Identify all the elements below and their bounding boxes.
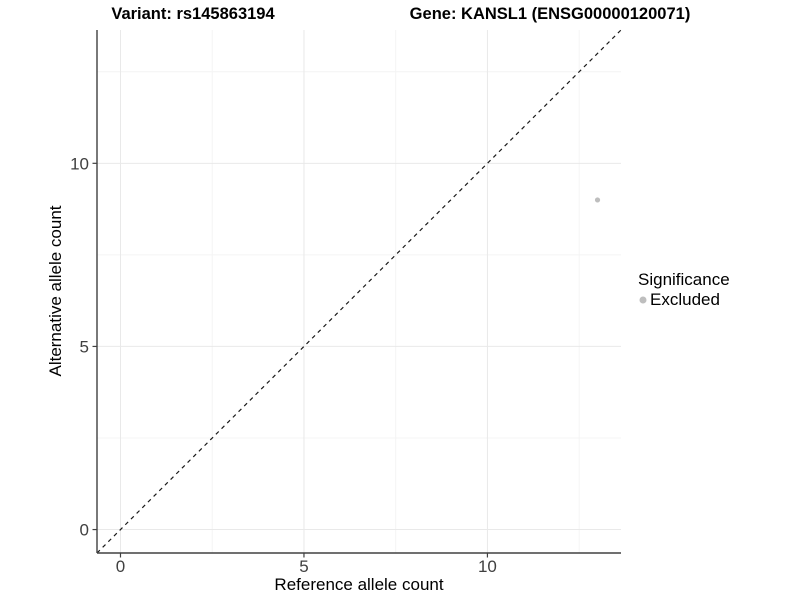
- y-tick-label: 5: [80, 337, 89, 356]
- identity-line: [96, 29, 622, 554]
- x-axis-title: Reference allele count: [274, 575, 444, 594]
- excluded-dot-icon: [639, 296, 647, 304]
- plot-title-variant: Variant: rs145863194: [111, 5, 275, 23]
- y-tick-label: 0: [80, 521, 89, 540]
- x-tick-label: 0: [116, 557, 125, 576]
- plot-title-gene: Gene: KANSL1 (ENSG00000120071): [409, 5, 691, 23]
- legend: Significance Excluded: [636, 270, 730, 310]
- legend-item-label: Excluded: [650, 290, 720, 309]
- legend-title: Significance: [638, 270, 730, 289]
- y-axis-title: Alternative allele count: [46, 205, 65, 377]
- x-tick-label: 5: [299, 557, 308, 576]
- y-tick-label: 10: [70, 154, 89, 173]
- data-point: [594, 197, 601, 203]
- legend-item-excluded: Excluded: [636, 290, 730, 310]
- legend-key: [639, 296, 647, 304]
- x-tick-label: 10: [478, 557, 497, 576]
